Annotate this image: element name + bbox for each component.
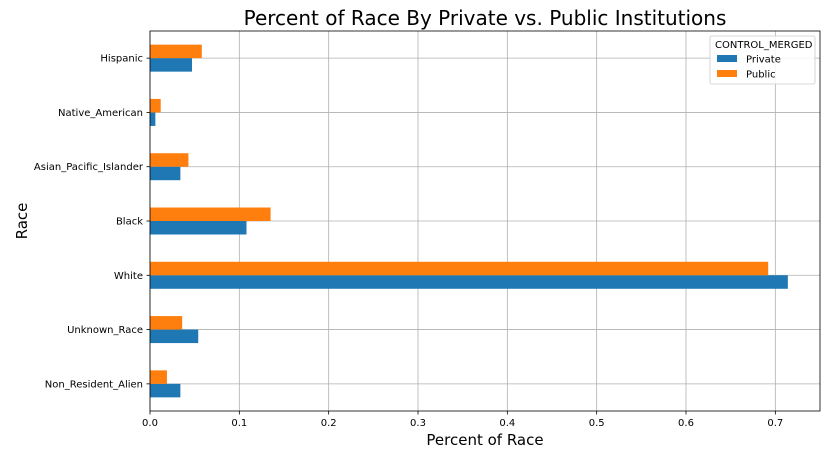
x-tick-label: 0.2 (321, 418, 337, 429)
x-tick-label: 0.5 (589, 418, 605, 429)
bar-private-native-american (150, 112, 156, 126)
x-tick-label: 0.0 (142, 418, 158, 429)
x-tick-label: 0.1 (231, 418, 247, 429)
legend-swatch-private (717, 55, 737, 62)
bar-public-non-resident-alien (150, 370, 167, 384)
y-tick-label: Native_American (58, 108, 143, 119)
legend-title: CONTROL_MERGED (715, 40, 813, 51)
bar-private-asian-pacific-islander (150, 166, 181, 181)
bar-public-white (150, 261, 769, 276)
bar-public-black (150, 207, 271, 221)
legend-items: Private Public (717, 55, 781, 81)
legend-swatch-public (717, 70, 737, 77)
bars (150, 44, 788, 398)
bar-public-unknown-race (150, 316, 183, 330)
bar-public-hispanic (150, 44, 202, 59)
bar-private-hispanic (150, 58, 192, 72)
bar-public-asian-pacific-islander (150, 153, 189, 167)
legend: CONTROL_MERGED Private Public (709, 35, 816, 85)
x-tick-label: 0.3 (410, 418, 426, 429)
bar-private-unknown-race (150, 329, 199, 344)
y-tick-label: Black (116, 217, 143, 228)
x-tick-label: 0.7 (767, 418, 783, 429)
x-tick-label: 0.4 (499, 418, 515, 429)
legend-label-public: Public (746, 70, 776, 81)
ticks: 0.0 0.1 0.2 0.3 0.4 0.5 0.6 0.7 Non_Resident_Ali… (34, 54, 783, 429)
x-tick-label: 0.6 (678, 418, 694, 429)
y-tick-label: Unknown_Race (67, 325, 143, 336)
y-tick-label: Hispanic (100, 54, 143, 65)
bar-private-non-resident-alien (150, 383, 181, 398)
chart-title: Percent of Race By Private vs. Public In… (244, 6, 727, 30)
bar-private-white (150, 275, 788, 289)
y-axis-label: Race (13, 203, 31, 240)
x-axis-label: Percent of Race (426, 431, 543, 449)
y-tick-label: Non_Resident_Alien (45, 379, 143, 390)
y-tick-label: White (114, 271, 143, 282)
y-tick-label: Asian_Pacific_Islander (34, 162, 144, 173)
bar-private-black (150, 221, 247, 235)
bar-public-native-american (150, 98, 161, 113)
legend-label-private: Private (746, 55, 781, 66)
